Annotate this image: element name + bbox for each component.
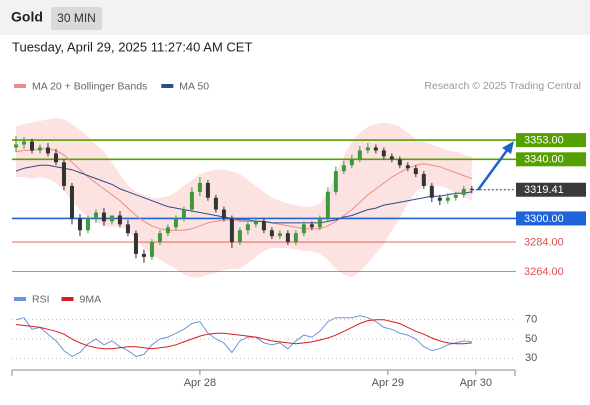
- rsi-panel: RSI 9MA 70 50 30: [12, 293, 537, 364]
- candle-body: [133, 233, 138, 254]
- candle-body: [261, 221, 266, 231]
- y-tick-label: 30: [525, 352, 537, 364]
- level-box: [516, 152, 586, 167]
- candle-body: [413, 168, 418, 175]
- interval-label[interactable]: 30 MIN: [57, 11, 96, 25]
- level-label: 3284.00: [524, 236, 564, 248]
- candle-body: [53, 153, 58, 163]
- candle-body: [325, 191, 330, 219]
- candle-body: [205, 182, 210, 198]
- candle-body: [109, 215, 114, 222]
- legend-swatch: [14, 84, 26, 88]
- candle-body: [149, 242, 154, 257]
- candle-body: [197, 182, 202, 192]
- candle-body: [381, 150, 386, 157]
- candle-body: [341, 165, 346, 172]
- legend-label: RSI: [32, 293, 50, 305]
- candle-body: [277, 233, 282, 237]
- candle-body: [389, 156, 394, 160]
- candle-body: [125, 224, 130, 234]
- interval-tab[interactable]: [51, 7, 102, 30]
- candle-body: [373, 147, 378, 151]
- level-label: 3353.00: [524, 134, 564, 146]
- candle-body: [229, 218, 234, 243]
- candle-body: [349, 159, 354, 166]
- candle-body: [405, 165, 410, 169]
- level-label: 3264.00: [524, 266, 564, 278]
- timestamp: Tuesday, April 29, 2025 11:27:40 AM CET: [12, 39, 252, 54]
- rsi-line: [15, 315, 472, 357]
- legend-swatch: [61, 297, 74, 301]
- candle-body: [293, 233, 298, 243]
- y-tick-label: 70: [525, 314, 537, 326]
- price-panel: 3353.00 3340.00 3319.41 3300.00 3284.00 3264.…: [12, 117, 586, 278]
- candle-body: [365, 147, 370, 151]
- candle-body: [221, 209, 226, 219]
- candle-body: [117, 215, 122, 225]
- legend-label: MA 50: [179, 80, 209, 92]
- candle-body: [13, 144, 18, 148]
- x-tick-label: Apr 29: [372, 377, 404, 389]
- legend-label: 9MA: [80, 293, 102, 305]
- legend-label: MA 20 + Bollinger Bands: [32, 80, 147, 92]
- legend-swatch: [161, 84, 174, 88]
- candle-body: [101, 212, 106, 222]
- candle-body: [421, 174, 426, 186]
- candle-body: [157, 233, 162, 243]
- level-label: 3300.00: [524, 213, 564, 225]
- candle-body: [45, 147, 50, 154]
- candle-body: [317, 218, 322, 228]
- candle-body: [69, 185, 74, 219]
- rsi-line: [15, 319, 472, 350]
- candle-body: [21, 141, 26, 145]
- candle-body: [141, 253, 146, 257]
- candle-body: [357, 150, 362, 160]
- candle-body: [189, 191, 194, 210]
- candle-body: [213, 197, 218, 210]
- candle-body: [285, 233, 290, 243]
- candle-body: [173, 218, 178, 228]
- forecast-arrow: [476, 148, 510, 191]
- candle-body: [93, 212, 98, 219]
- ma20-line: [15, 148, 472, 231]
- candle-body: [301, 224, 306, 234]
- level-box: [516, 211, 586, 226]
- candle-body: [77, 218, 82, 231]
- bollinger-band: [15, 117, 472, 278]
- candle-body: [437, 197, 442, 201]
- x-tick-label: Apr 30: [460, 377, 492, 389]
- ma50-line: [15, 164, 472, 224]
- candle-body: [253, 221, 258, 225]
- legend-swatch: [14, 297, 26, 301]
- candle-body: [397, 159, 402, 166]
- candle-body: [269, 230, 274, 237]
- level-box: [516, 182, 586, 197]
- candle-body: [429, 185, 434, 198]
- candle-body: [461, 188, 466, 195]
- candle-body: [165, 227, 170, 234]
- level-label: 3340.00: [524, 154, 564, 166]
- candle-body: [245, 224, 250, 231]
- credit: Research © 2025 Trading Central: [424, 80, 581, 92]
- legend: MA 20 + Bollinger Bands MA 50: [14, 80, 209, 92]
- candle-body: [85, 218, 90, 231]
- candle-body: [181, 209, 186, 219]
- level-box: [516, 133, 586, 148]
- candle-body: [469, 188, 474, 190]
- candle-body: [37, 147, 42, 151]
- x-tick-label: Apr 28: [184, 377, 216, 389]
- candle-body: [333, 171, 338, 192]
- candle-body: [453, 194, 458, 198]
- symbol: Gold: [11, 9, 43, 25]
- y-tick-label: 50: [525, 333, 537, 345]
- candle-body: [309, 224, 314, 228]
- candle-body: [61, 162, 66, 186]
- level-label: 3319.41: [524, 184, 564, 196]
- forecast-arrow-head: [502, 141, 514, 154]
- candle-body: [29, 141, 34, 151]
- candle-body: [237, 230, 242, 243]
- candle-body: [445, 197, 450, 201]
